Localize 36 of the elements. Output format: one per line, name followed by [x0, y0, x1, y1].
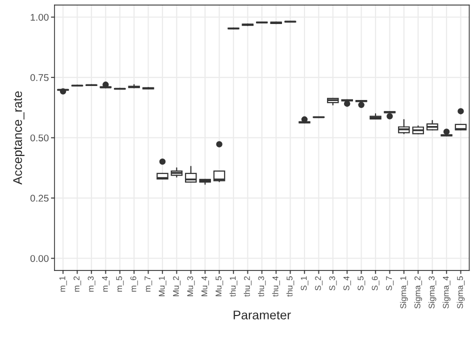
x-tick-label: Sigma_4: [442, 276, 450, 308]
x-tick-label: S_5: [358, 276, 366, 290]
x-tick-label: m_4: [102, 276, 110, 292]
x-tick-label: S_4: [343, 276, 351, 290]
x-tick-label: Mu_5: [216, 276, 224, 296]
x-tick-label: m_3: [88, 276, 96, 292]
x-tick-label: thu_4: [272, 276, 280, 297]
x-tick-label: S_2: [315, 276, 323, 290]
y-tick-label: 1.00: [30, 14, 49, 21]
x-tick-label: Sigma_3: [428, 276, 436, 308]
x-tick-label: Mu_1: [158, 276, 166, 296]
x-tick-label: Sigma_5: [456, 276, 465, 308]
x-tick-label: thu_3: [258, 276, 266, 297]
x-axis-title: Parameter: [234, 310, 291, 320]
x-tick-label: S_6: [372, 276, 380, 290]
x-tick-label: m_1: [59, 276, 67, 292]
x-tick-label: m_6: [130, 276, 138, 292]
x-tick-label: Mu_2: [173, 276, 180, 296]
y-tick-label: 0.00: [30, 255, 49, 262]
y-axis-title: Acceptance_rate: [13, 91, 24, 185]
x-tick-label: m_7: [144, 276, 152, 292]
x-tick-label: thu_5: [286, 276, 294, 297]
x-tick-label: S_3: [329, 276, 337, 290]
x-tick-label: S_1: [300, 276, 308, 290]
y-tick-label: 0.50: [30, 134, 49, 142]
y-tick-label: 0.25: [30, 194, 49, 202]
x-tick-label: Mu_4: [201, 276, 209, 296]
x-tick-label: Mu_3: [187, 276, 195, 296]
x-tick-label: Sigma_2: [414, 276, 422, 308]
y-tick-label: 0.75: [30, 74, 49, 82]
x-tick-label: thu_2: [244, 276, 252, 297]
x-tick-label: thu_1: [230, 276, 238, 297]
x-tick-label: m_2: [74, 276, 82, 292]
x-tick-label: m_5: [116, 276, 124, 292]
x-tick-label: S_7: [386, 276, 394, 290]
x-tick-label: Sigma_1: [400, 276, 408, 308]
